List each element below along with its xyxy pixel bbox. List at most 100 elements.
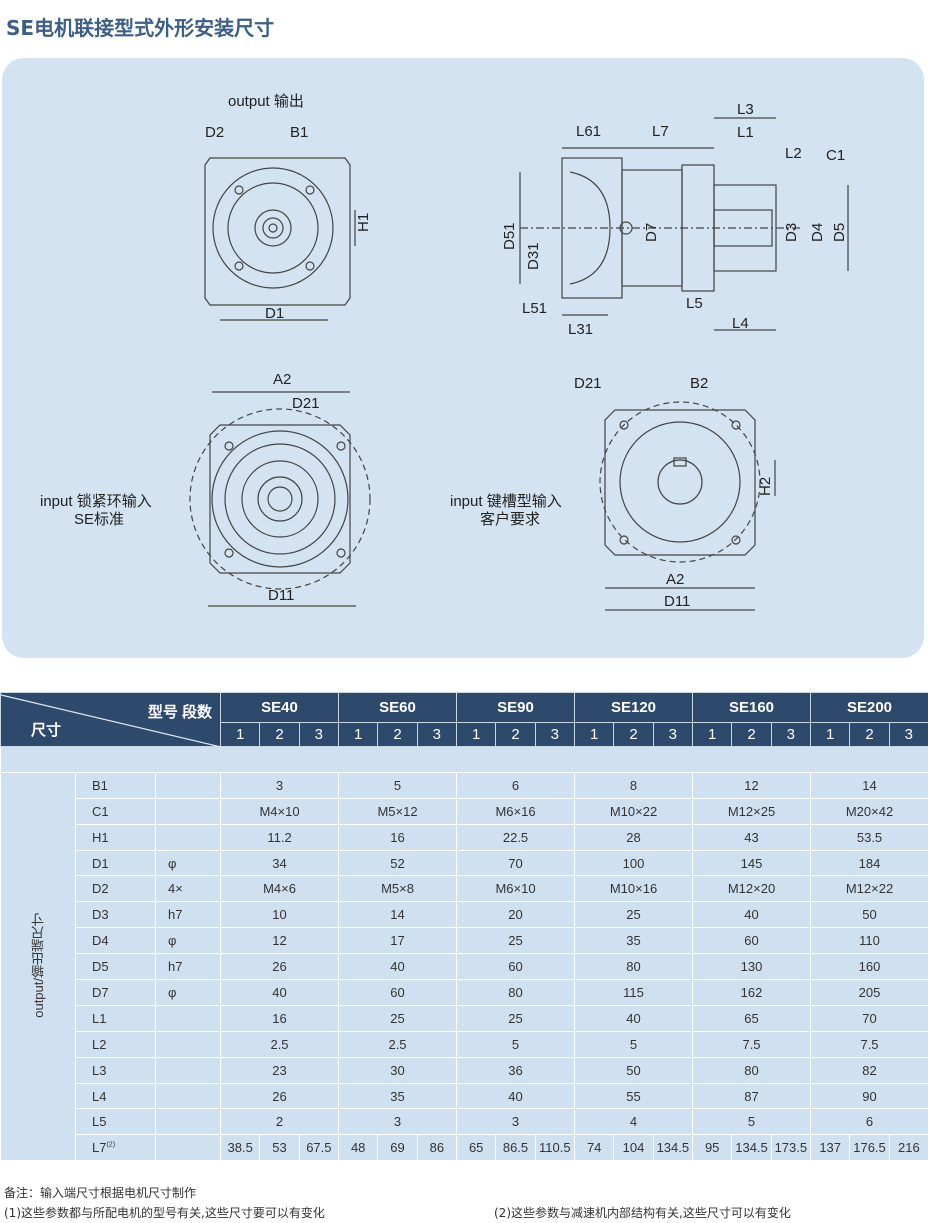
value-cell: 134.5 (731, 1134, 772, 1162)
dim-label: B1 (290, 124, 308, 141)
value-cell: 2.5 (338, 1030, 458, 1058)
table-row: L4 26 35 40 55 87 90 (1, 1082, 928, 1110)
value-cell: 60 (338, 979, 458, 1006)
dimension-name: D3 (75, 901, 156, 929)
dimension-symbol (154, 1030, 222, 1058)
dim-label: D1 (265, 305, 284, 322)
value-cell: 205 (810, 979, 928, 1006)
table-row: D4 φ 12 17 25 35 60 110 (1, 927, 928, 955)
value-cell: 145 (692, 849, 812, 877)
dim-label: A2 (273, 371, 291, 388)
dimension-name: L2 (75, 1030, 156, 1058)
value-cell: 30 (338, 1056, 458, 1084)
table-row: H1 11.2 16 22.5 28 43 53.5 (1, 823, 928, 851)
value-cell: 70 (810, 1004, 928, 1032)
dim-label: D3 (783, 223, 800, 242)
dimension-symbol (154, 1082, 222, 1110)
value-cell: 26 (220, 953, 340, 981)
value-cell: 100 (574, 849, 694, 877)
stage-header: 1 (338, 722, 379, 747)
table-row: output/输出端尺寸 B1 3 5 6 8 12 14 (0, 771, 928, 1162)
value-cell: 134.5 (652, 1134, 694, 1162)
input-clamp-caption: input 锁紧环输入 (40, 493, 152, 510)
value-cell: 3 (338, 1108, 458, 1136)
value-cell: 176.5 (849, 1134, 890, 1162)
model-header: SE90 (456, 692, 576, 723)
stage-header: 3 (416, 722, 458, 747)
dimension-name: L3 (75, 1056, 156, 1084)
stage-header: 2 (377, 722, 418, 747)
dimension-symbol (154, 1134, 222, 1162)
value-cell: 5 (338, 771, 458, 799)
dim-label: C1 (826, 147, 845, 164)
value-cell: 25 (574, 901, 694, 929)
stage-header: 3 (770, 722, 812, 747)
value-cell: 87 (692, 1082, 812, 1110)
dimension-symbol: 4× (154, 875, 222, 903)
input-key-subcaption: 客户要求 (480, 511, 540, 528)
dim-label: L1 (737, 124, 754, 141)
value-cell: 60 (692, 927, 812, 955)
value-cell: 11.2 (220, 823, 340, 851)
dim-label: L61 (576, 123, 601, 140)
table-row: D2 4× M4×6 M5×8 M6×10 M10×16 M12×20 M12×22 (1, 875, 928, 903)
value-cell: 17 (338, 927, 458, 955)
value-cell: 35 (574, 927, 694, 955)
dim-label: D4 (809, 223, 826, 242)
value-cell: 80 (456, 979, 576, 1006)
value-cell: 130 (692, 953, 812, 981)
spec-table: 型号 段数 尺寸 SE40 SE60 SE90 SE120 SE160 SE200 1 2 3 1 2 3… (0, 692, 928, 1162)
dim-label: D21 (574, 375, 602, 392)
stage-header: 2 (731, 722, 772, 747)
side-label-cell: output/输出端尺寸 (0, 771, 76, 1162)
value-cell: 6 (810, 1108, 928, 1136)
dim-label: D31 (525, 242, 542, 270)
stage-header: 3 (534, 722, 576, 747)
stage-header: 1 (574, 722, 615, 747)
l7-label: L7 (92, 1140, 107, 1156)
dimension-name: D4 (75, 927, 156, 955)
dimension-symbol: φ (154, 979, 222, 1006)
value-cell: 74 (574, 1134, 615, 1162)
dimension-name: D5 (75, 953, 156, 981)
note-1: (1)这些参数都与所配电机的型号有关,这些尺寸要可以有变化 (4, 1206, 325, 1220)
table-row: D1 φ 34 52 70 100 145 184 (1, 849, 928, 877)
model-header: SE120 (574, 692, 694, 723)
dim-label: H1 (355, 213, 372, 232)
value-cell: 3 (220, 771, 340, 799)
stage-header: 1 (220, 722, 261, 747)
dim-label: B2 (690, 375, 708, 392)
value-cell: 23 (220, 1056, 340, 1084)
stage-header: 3 (652, 722, 694, 747)
dimension-header: 尺寸 (31, 722, 62, 739)
value-cell: M5×12 (338, 797, 458, 825)
value-cell: 16 (220, 1004, 340, 1032)
value-cell: 28 (574, 823, 694, 851)
input-clamp-view (189, 391, 371, 607)
value-cell: 95 (692, 1134, 733, 1162)
value-cell: 115 (574, 979, 694, 1006)
value-cell: M6×10 (456, 875, 576, 903)
stage-header: 3 (298, 722, 340, 747)
table-row: D5 h7 26 40 60 80 130 160 (1, 953, 928, 981)
stage-header: 3 (888, 722, 928, 747)
dim-label: D11 (268, 587, 294, 604)
l7-superscript: (2) (106, 1141, 116, 1149)
value-cell: 80 (574, 953, 694, 981)
value-cell: M4×10 (220, 797, 340, 825)
table-row: D7 φ 40 60 80 115 162 205 (1, 979, 928, 1006)
dimension-name: L1 (75, 1004, 156, 1032)
value-cell: 50 (810, 901, 928, 929)
dim-label: D11 (664, 593, 690, 610)
dimension-symbol: φ (154, 927, 222, 955)
table-row: L7(2) 38.5 53 67.5 48 69 86 65 86.5 110.5 74 104 134… (1, 1134, 928, 1162)
dim-label: D51 (501, 222, 518, 250)
value-cell: 70 (456, 849, 576, 877)
dimension-name: D7 (75, 979, 156, 1006)
value-cell: 60 (456, 953, 576, 981)
value-cell: 4 (574, 1108, 694, 1136)
value-cell: 55 (574, 1082, 694, 1110)
dimension-symbol (154, 1108, 222, 1136)
value-cell: 50 (574, 1056, 694, 1084)
output-front-view (204, 157, 356, 321)
